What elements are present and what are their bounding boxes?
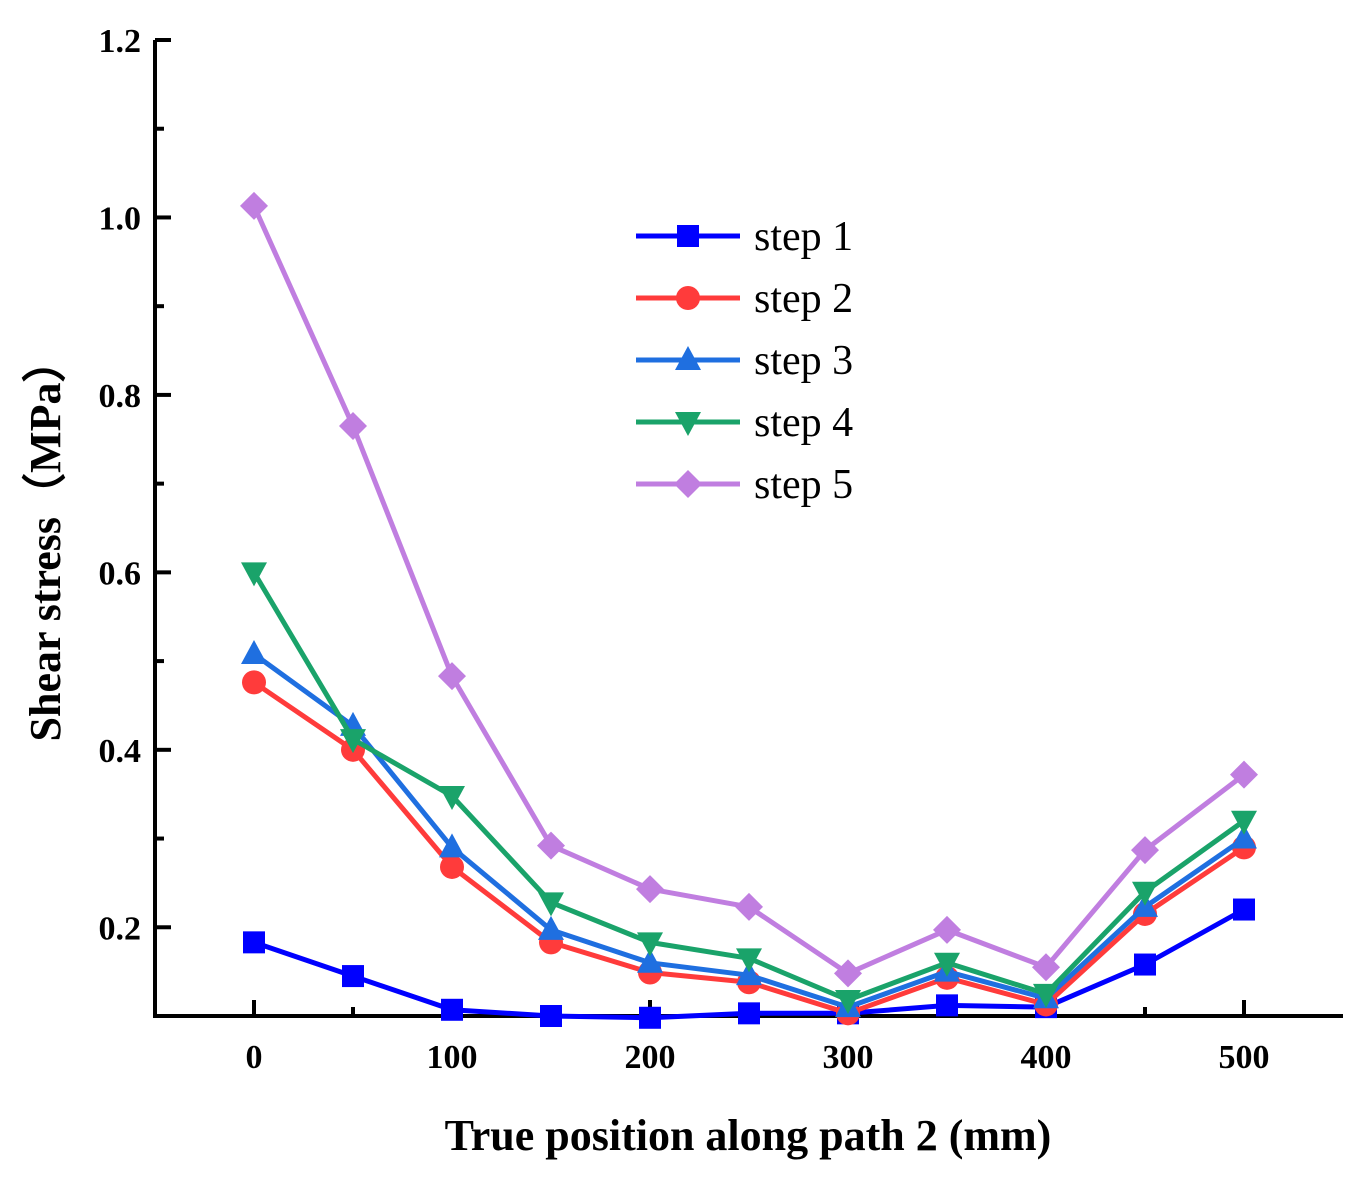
data-point xyxy=(242,670,266,695)
data-point xyxy=(735,892,763,921)
y-axis: 0.2 0.4 0.6 0.8 1.0 1.2 xyxy=(99,23,171,1016)
data-point xyxy=(738,1002,760,1025)
data-point xyxy=(933,915,961,944)
data-point xyxy=(934,952,960,977)
legend-label: step 3 xyxy=(754,338,853,384)
legend-item: step 5 xyxy=(636,462,853,508)
legend-label: step 5 xyxy=(754,462,853,508)
data-point xyxy=(936,994,958,1017)
legend: step 1 step 2 step 3 step 4 step 5 xyxy=(636,214,853,508)
legend-item: step 2 xyxy=(636,276,853,322)
legend-label: step 4 xyxy=(754,400,853,446)
x-tick-label: 500 xyxy=(1219,1039,1270,1076)
series-line xyxy=(251,204,1246,976)
legend-item: step 4 xyxy=(636,400,853,446)
data-point xyxy=(241,562,267,587)
data-point xyxy=(439,833,465,858)
data-point xyxy=(1231,810,1257,835)
data-point xyxy=(240,191,268,220)
data-point xyxy=(736,961,762,986)
x-tick-label: 400 xyxy=(1021,1039,1072,1076)
data-point xyxy=(835,990,861,1015)
x-tick-label: 100 xyxy=(427,1039,478,1076)
data-point xyxy=(439,785,465,810)
x-tick-label: 300 xyxy=(823,1039,874,1076)
y-tick-label: 1.0 xyxy=(99,200,142,237)
data-point xyxy=(637,948,663,973)
data-point xyxy=(1033,983,1059,1008)
data-point xyxy=(1233,898,1255,921)
data-point xyxy=(1134,953,1156,976)
series-layer xyxy=(240,191,1258,1029)
data-point xyxy=(736,948,762,973)
data-point xyxy=(1131,836,1159,865)
y-tick-label: 0.8 xyxy=(99,378,142,415)
legend-label: step 1 xyxy=(754,214,853,260)
data-point xyxy=(438,662,466,691)
x-tick-label: 200 xyxy=(625,1039,676,1076)
series-4 xyxy=(241,562,1257,1015)
legend-item: step 3 xyxy=(636,338,853,384)
data-point xyxy=(241,639,267,664)
legend-item: step 1 xyxy=(636,214,853,260)
data-point xyxy=(537,831,565,860)
data-point xyxy=(538,915,564,940)
data-point xyxy=(1132,881,1158,906)
data-point xyxy=(1231,824,1257,849)
y-tick-label: 1.2 xyxy=(99,23,142,60)
data-point xyxy=(342,965,364,988)
data-point xyxy=(636,875,664,904)
data-point xyxy=(538,892,564,917)
y-axis-title: Shear stress（MPa） xyxy=(21,339,70,742)
series-5 xyxy=(240,191,1258,988)
x-tick-label: 0 xyxy=(246,1039,263,1076)
data-point xyxy=(441,998,463,1021)
legend-marker xyxy=(674,470,702,498)
data-point xyxy=(1230,760,1258,789)
legend-marker xyxy=(677,225,699,247)
legend-label: step 2 xyxy=(754,276,853,322)
data-point xyxy=(637,932,663,957)
legend-marker xyxy=(675,412,701,436)
y-tick-label: 0.4 xyxy=(99,733,142,770)
data-point xyxy=(834,959,862,988)
data-point xyxy=(340,729,366,754)
data-point xyxy=(1032,953,1060,982)
data-point xyxy=(440,854,464,879)
y-tick-label: 0.6 xyxy=(99,555,142,592)
data-point xyxy=(339,411,367,440)
data-point xyxy=(243,931,265,954)
y-tick-label: 0.2 xyxy=(99,910,142,947)
legend-marker xyxy=(675,346,701,370)
legend-marker xyxy=(676,286,700,310)
data-point xyxy=(540,1005,562,1027)
data-point xyxy=(639,1006,661,1029)
x-axis-title: True position along path 2 (mm) xyxy=(445,1111,1052,1160)
